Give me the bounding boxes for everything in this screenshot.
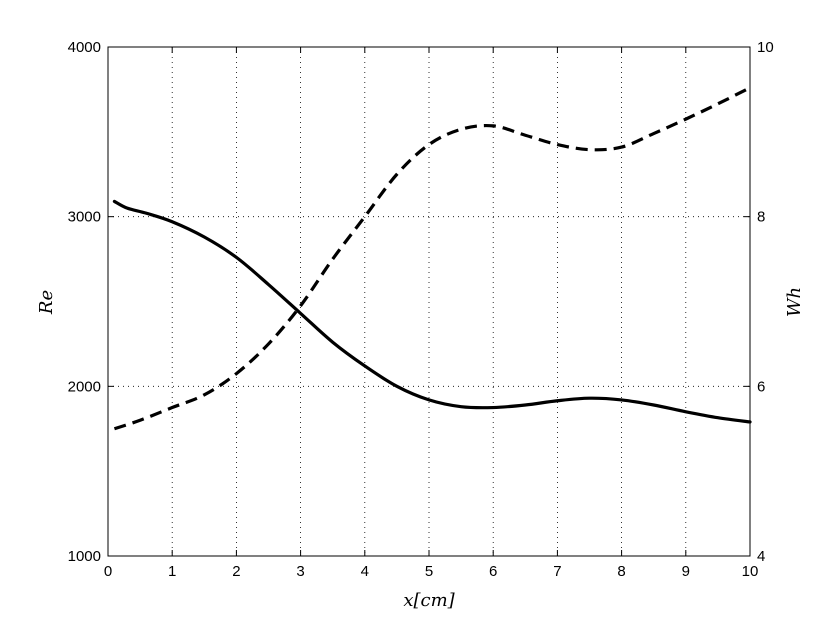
- x-tick-label: 9: [682, 563, 690, 580]
- x-tick-label: 3: [296, 563, 304, 580]
- grid-lines: [108, 47, 750, 556]
- x-tick-label: 0: [104, 563, 112, 580]
- y-left-tick-label: 3000: [68, 209, 101, 226]
- y-axis-right-label: Wh: [784, 287, 805, 317]
- wh-series-line: [113, 86, 751, 431]
- x-tick-label: 2: [232, 563, 240, 580]
- y-right-tick-label: 8: [757, 209, 765, 226]
- tick-labels: 0 1 2 3 4 5 6 7 8 9 10 1000 2000 3000 4000 4 6 8 10: [68, 39, 774, 580]
- y-right-tick-label: 6: [757, 378, 765, 395]
- y-axis-left-label: Re: [36, 290, 57, 315]
- x-tick-label: 1: [168, 563, 176, 580]
- x-tick-label: 4: [361, 563, 369, 580]
- y-right-tick-label: 10: [757, 39, 774, 56]
- y-left-tick-label: 1000: [68, 548, 101, 565]
- x-axis-label: x[cm]: [403, 590, 455, 611]
- x-tick-label: 5: [425, 563, 433, 580]
- x-tick-label: 6: [489, 563, 497, 580]
- y-left-tick-label: 4000: [68, 39, 101, 56]
- re-series-line: [112, 199, 752, 424]
- plot-frame: [107, 46, 751, 557]
- data-series: [112, 86, 752, 431]
- x-tick-label: 10: [742, 563, 759, 580]
- y-right-tick-label: 4: [757, 548, 765, 565]
- x-tick-label: 8: [617, 563, 625, 580]
- axis-ticks: [107, 46, 751, 557]
- x-tick-label: 7: [553, 563, 561, 580]
- y-left-tick-label: 2000: [68, 378, 101, 395]
